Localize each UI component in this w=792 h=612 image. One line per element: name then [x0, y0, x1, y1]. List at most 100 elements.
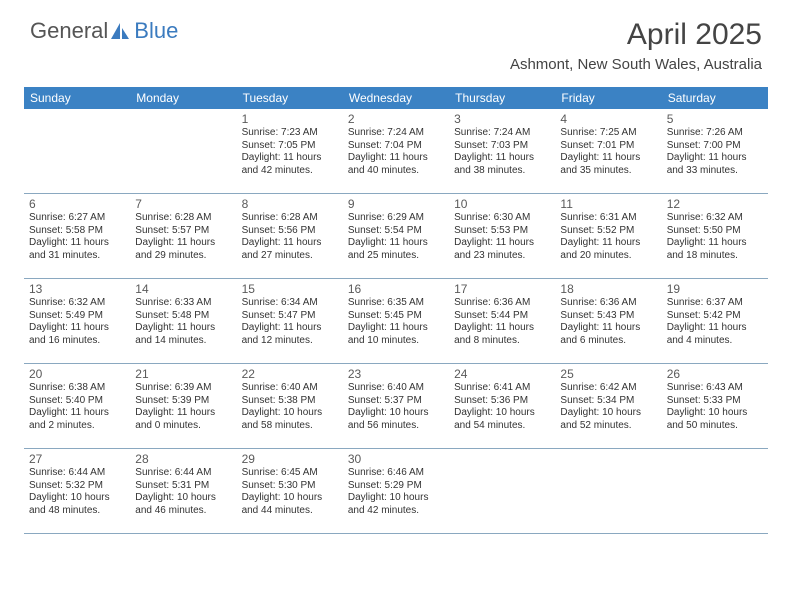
day-number: 6 — [29, 197, 125, 211]
sunrise-line: Sunrise: 6:41 AM — [454, 382, 550, 395]
day-cell — [24, 109, 130, 193]
day-number: 8 — [242, 197, 338, 211]
day-cell: 8Sunrise: 6:28 AMSunset: 5:56 PMDaylight… — [237, 194, 343, 278]
sunrise-line: Sunrise: 6:40 AM — [348, 382, 444, 395]
daylight-line: Daylight: 11 hours and 16 minutes. — [29, 322, 125, 347]
day-number: 14 — [135, 282, 231, 296]
daylight-line: Daylight: 11 hours and 0 minutes. — [135, 407, 231, 432]
daylight-line: Daylight: 11 hours and 4 minutes. — [667, 322, 763, 347]
sunrise-line: Sunrise: 6:31 AM — [560, 212, 656, 225]
daylight-line: Daylight: 11 hours and 8 minutes. — [454, 322, 550, 347]
week-row: 20Sunrise: 6:38 AMSunset: 5:40 PMDayligh… — [24, 364, 768, 449]
day-cell: 5Sunrise: 7:26 AMSunset: 7:00 PMDaylight… — [662, 109, 768, 193]
sunrise-line: Sunrise: 6:33 AM — [135, 297, 231, 310]
sunset-line: Sunset: 5:44 PM — [454, 310, 550, 323]
sunset-line: Sunset: 5:33 PM — [667, 395, 763, 408]
day-cell: 3Sunrise: 7:24 AMSunset: 7:03 PMDaylight… — [449, 109, 555, 193]
sunrise-line: Sunrise: 6:39 AM — [135, 382, 231, 395]
sunrise-line: Sunrise: 6:32 AM — [29, 297, 125, 310]
week-row: 6Sunrise: 6:27 AMSunset: 5:58 PMDaylight… — [24, 194, 768, 279]
daylight-line: Daylight: 11 hours and 18 minutes. — [667, 237, 763, 262]
sunrise-line: Sunrise: 7:25 AM — [560, 127, 656, 140]
day-cell: 2Sunrise: 7:24 AMSunset: 7:04 PMDaylight… — [343, 109, 449, 193]
sunrise-line: Sunrise: 6:29 AM — [348, 212, 444, 225]
week-row: 1Sunrise: 7:23 AMSunset: 7:05 PMDaylight… — [24, 109, 768, 194]
sunset-line: Sunset: 5:38 PM — [242, 395, 338, 408]
sunset-line: Sunset: 5:29 PM — [348, 480, 444, 493]
sunrise-line: Sunrise: 6:36 AM — [454, 297, 550, 310]
daylight-line: Daylight: 11 hours and 38 minutes. — [454, 152, 550, 177]
day-cell: 6Sunrise: 6:27 AMSunset: 5:58 PMDaylight… — [24, 194, 130, 278]
sunrise-line: Sunrise: 7:24 AM — [454, 127, 550, 140]
daylight-line: Daylight: 11 hours and 40 minutes. — [348, 152, 444, 177]
sunset-line: Sunset: 7:00 PM — [667, 140, 763, 153]
day-cell: 26Sunrise: 6:43 AMSunset: 5:33 PMDayligh… — [662, 364, 768, 448]
daylight-line: Daylight: 11 hours and 33 minutes. — [667, 152, 763, 177]
day-number: 27 — [29, 452, 125, 466]
day-cell: 14Sunrise: 6:33 AMSunset: 5:48 PMDayligh… — [130, 279, 236, 363]
day-number: 13 — [29, 282, 125, 296]
day-number: 29 — [242, 452, 338, 466]
daylight-line: Daylight: 11 hours and 23 minutes. — [454, 237, 550, 262]
day-cell: 16Sunrise: 6:35 AMSunset: 5:45 PMDayligh… — [343, 279, 449, 363]
sunset-line: Sunset: 7:03 PM — [454, 140, 550, 153]
day-cell: 20Sunrise: 6:38 AMSunset: 5:40 PMDayligh… — [24, 364, 130, 448]
day-cell: 27Sunrise: 6:44 AMSunset: 5:32 PMDayligh… — [24, 449, 130, 533]
day-number: 2 — [348, 112, 444, 126]
daylight-line: Daylight: 10 hours and 58 minutes. — [242, 407, 338, 432]
sunset-line: Sunset: 5:40 PM — [29, 395, 125, 408]
daylight-line: Daylight: 11 hours and 25 minutes. — [348, 237, 444, 262]
sunset-line: Sunset: 5:48 PM — [135, 310, 231, 323]
sunrise-line: Sunrise: 6:35 AM — [348, 297, 444, 310]
sunset-line: Sunset: 5:39 PM — [135, 395, 231, 408]
day-number: 15 — [242, 282, 338, 296]
day-cell — [449, 449, 555, 533]
day-cell: 12Sunrise: 6:32 AMSunset: 5:50 PMDayligh… — [662, 194, 768, 278]
daylight-line: Daylight: 10 hours and 56 minutes. — [348, 407, 444, 432]
sunrise-line: Sunrise: 6:40 AM — [242, 382, 338, 395]
daylight-line: Daylight: 11 hours and 2 minutes. — [29, 407, 125, 432]
sunrise-line: Sunrise: 6:34 AM — [242, 297, 338, 310]
logo-text-blue: Blue — [134, 18, 178, 44]
daylight-line: Daylight: 10 hours and 46 minutes. — [135, 492, 231, 517]
weeks-container: 1Sunrise: 7:23 AMSunset: 7:05 PMDaylight… — [24, 109, 768, 534]
sunset-line: Sunset: 5:52 PM — [560, 225, 656, 238]
sunrise-line: Sunrise: 6:37 AM — [667, 297, 763, 310]
daylight-line: Daylight: 10 hours and 44 minutes. — [242, 492, 338, 517]
sunset-line: Sunset: 5:43 PM — [560, 310, 656, 323]
day-cell: 4Sunrise: 7:25 AMSunset: 7:01 PMDaylight… — [555, 109, 661, 193]
day-cell: 22Sunrise: 6:40 AMSunset: 5:38 PMDayligh… — [237, 364, 343, 448]
daylight-line: Daylight: 11 hours and 6 minutes. — [560, 322, 656, 347]
daylight-line: Daylight: 11 hours and 20 minutes. — [560, 237, 656, 262]
daylight-line: Daylight: 10 hours and 42 minutes. — [348, 492, 444, 517]
daylight-line: Daylight: 11 hours and 14 minutes. — [135, 322, 231, 347]
day-number: 22 — [242, 367, 338, 381]
day-cell: 13Sunrise: 6:32 AMSunset: 5:49 PMDayligh… — [24, 279, 130, 363]
day-number: 30 — [348, 452, 444, 466]
day-header-monday: Monday — [130, 87, 236, 109]
day-number: 21 — [135, 367, 231, 381]
sunrise-line: Sunrise: 6:44 AM — [135, 467, 231, 480]
day-number: 23 — [348, 367, 444, 381]
sunset-line: Sunset: 7:05 PM — [242, 140, 338, 153]
calendar: Sunday Monday Tuesday Wednesday Thursday… — [24, 87, 768, 534]
sunset-line: Sunset: 5:42 PM — [667, 310, 763, 323]
day-number: 5 — [667, 112, 763, 126]
day-header-saturday: Saturday — [662, 87, 768, 109]
sunset-line: Sunset: 5:56 PM — [242, 225, 338, 238]
day-cell: 30Sunrise: 6:46 AMSunset: 5:29 PMDayligh… — [343, 449, 449, 533]
sunrise-line: Sunrise: 7:23 AM — [242, 127, 338, 140]
day-header-thursday: Thursday — [449, 87, 555, 109]
sunrise-line: Sunrise: 6:42 AM — [560, 382, 656, 395]
day-header-tuesday: Tuesday — [237, 87, 343, 109]
day-cell: 10Sunrise: 6:30 AMSunset: 5:53 PMDayligh… — [449, 194, 555, 278]
daylight-line: Daylight: 11 hours and 27 minutes. — [242, 237, 338, 262]
sunrise-line: Sunrise: 6:32 AM — [667, 212, 763, 225]
daylight-line: Daylight: 11 hours and 29 minutes. — [135, 237, 231, 262]
sunset-line: Sunset: 5:30 PM — [242, 480, 338, 493]
day-number: 19 — [667, 282, 763, 296]
sunset-line: Sunset: 5:37 PM — [348, 395, 444, 408]
day-cell: 17Sunrise: 6:36 AMSunset: 5:44 PMDayligh… — [449, 279, 555, 363]
day-number: 4 — [560, 112, 656, 126]
day-number: 7 — [135, 197, 231, 211]
